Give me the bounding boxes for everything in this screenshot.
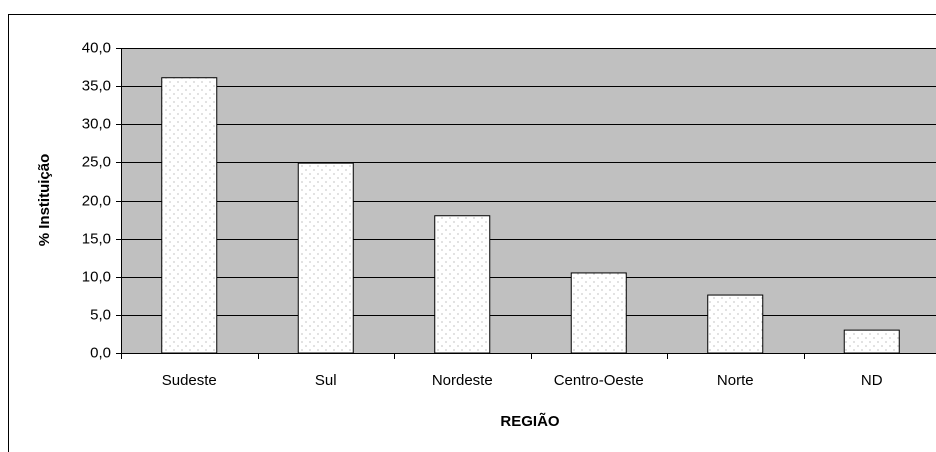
y-tick-label: 0,0 <box>90 344 111 361</box>
bar <box>297 162 354 354</box>
bar <box>161 77 218 354</box>
y-tick-label: 40,0 <box>82 39 111 56</box>
y-tick-label: 15,0 <box>82 230 111 247</box>
y-tick-label: 30,0 <box>82 115 111 132</box>
x-tick-label: Norte <box>717 372 754 389</box>
x-tick-label: Sudeste <box>162 372 217 389</box>
y-tick-label: 25,0 <box>82 153 111 170</box>
y-tick-label: 10,0 <box>82 268 111 285</box>
y-tick-label: 20,0 <box>82 192 111 209</box>
plot-area <box>121 48 936 353</box>
y-axis-title: % Instituição <box>36 154 53 247</box>
bar <box>570 272 627 354</box>
x-tick-label: Sul <box>315 372 337 389</box>
bar <box>434 215 491 354</box>
bar <box>843 329 900 354</box>
x-tick-label: Nordeste <box>432 372 493 389</box>
x-tick-label: Centro-Oeste <box>554 372 644 389</box>
y-tick-label: 5,0 <box>90 306 111 323</box>
x-tick-label: ND <box>861 372 883 389</box>
bar <box>707 294 764 354</box>
x-axis-title: REGIÃO <box>500 412 560 430</box>
y-tick-label: 35,0 <box>82 77 111 94</box>
